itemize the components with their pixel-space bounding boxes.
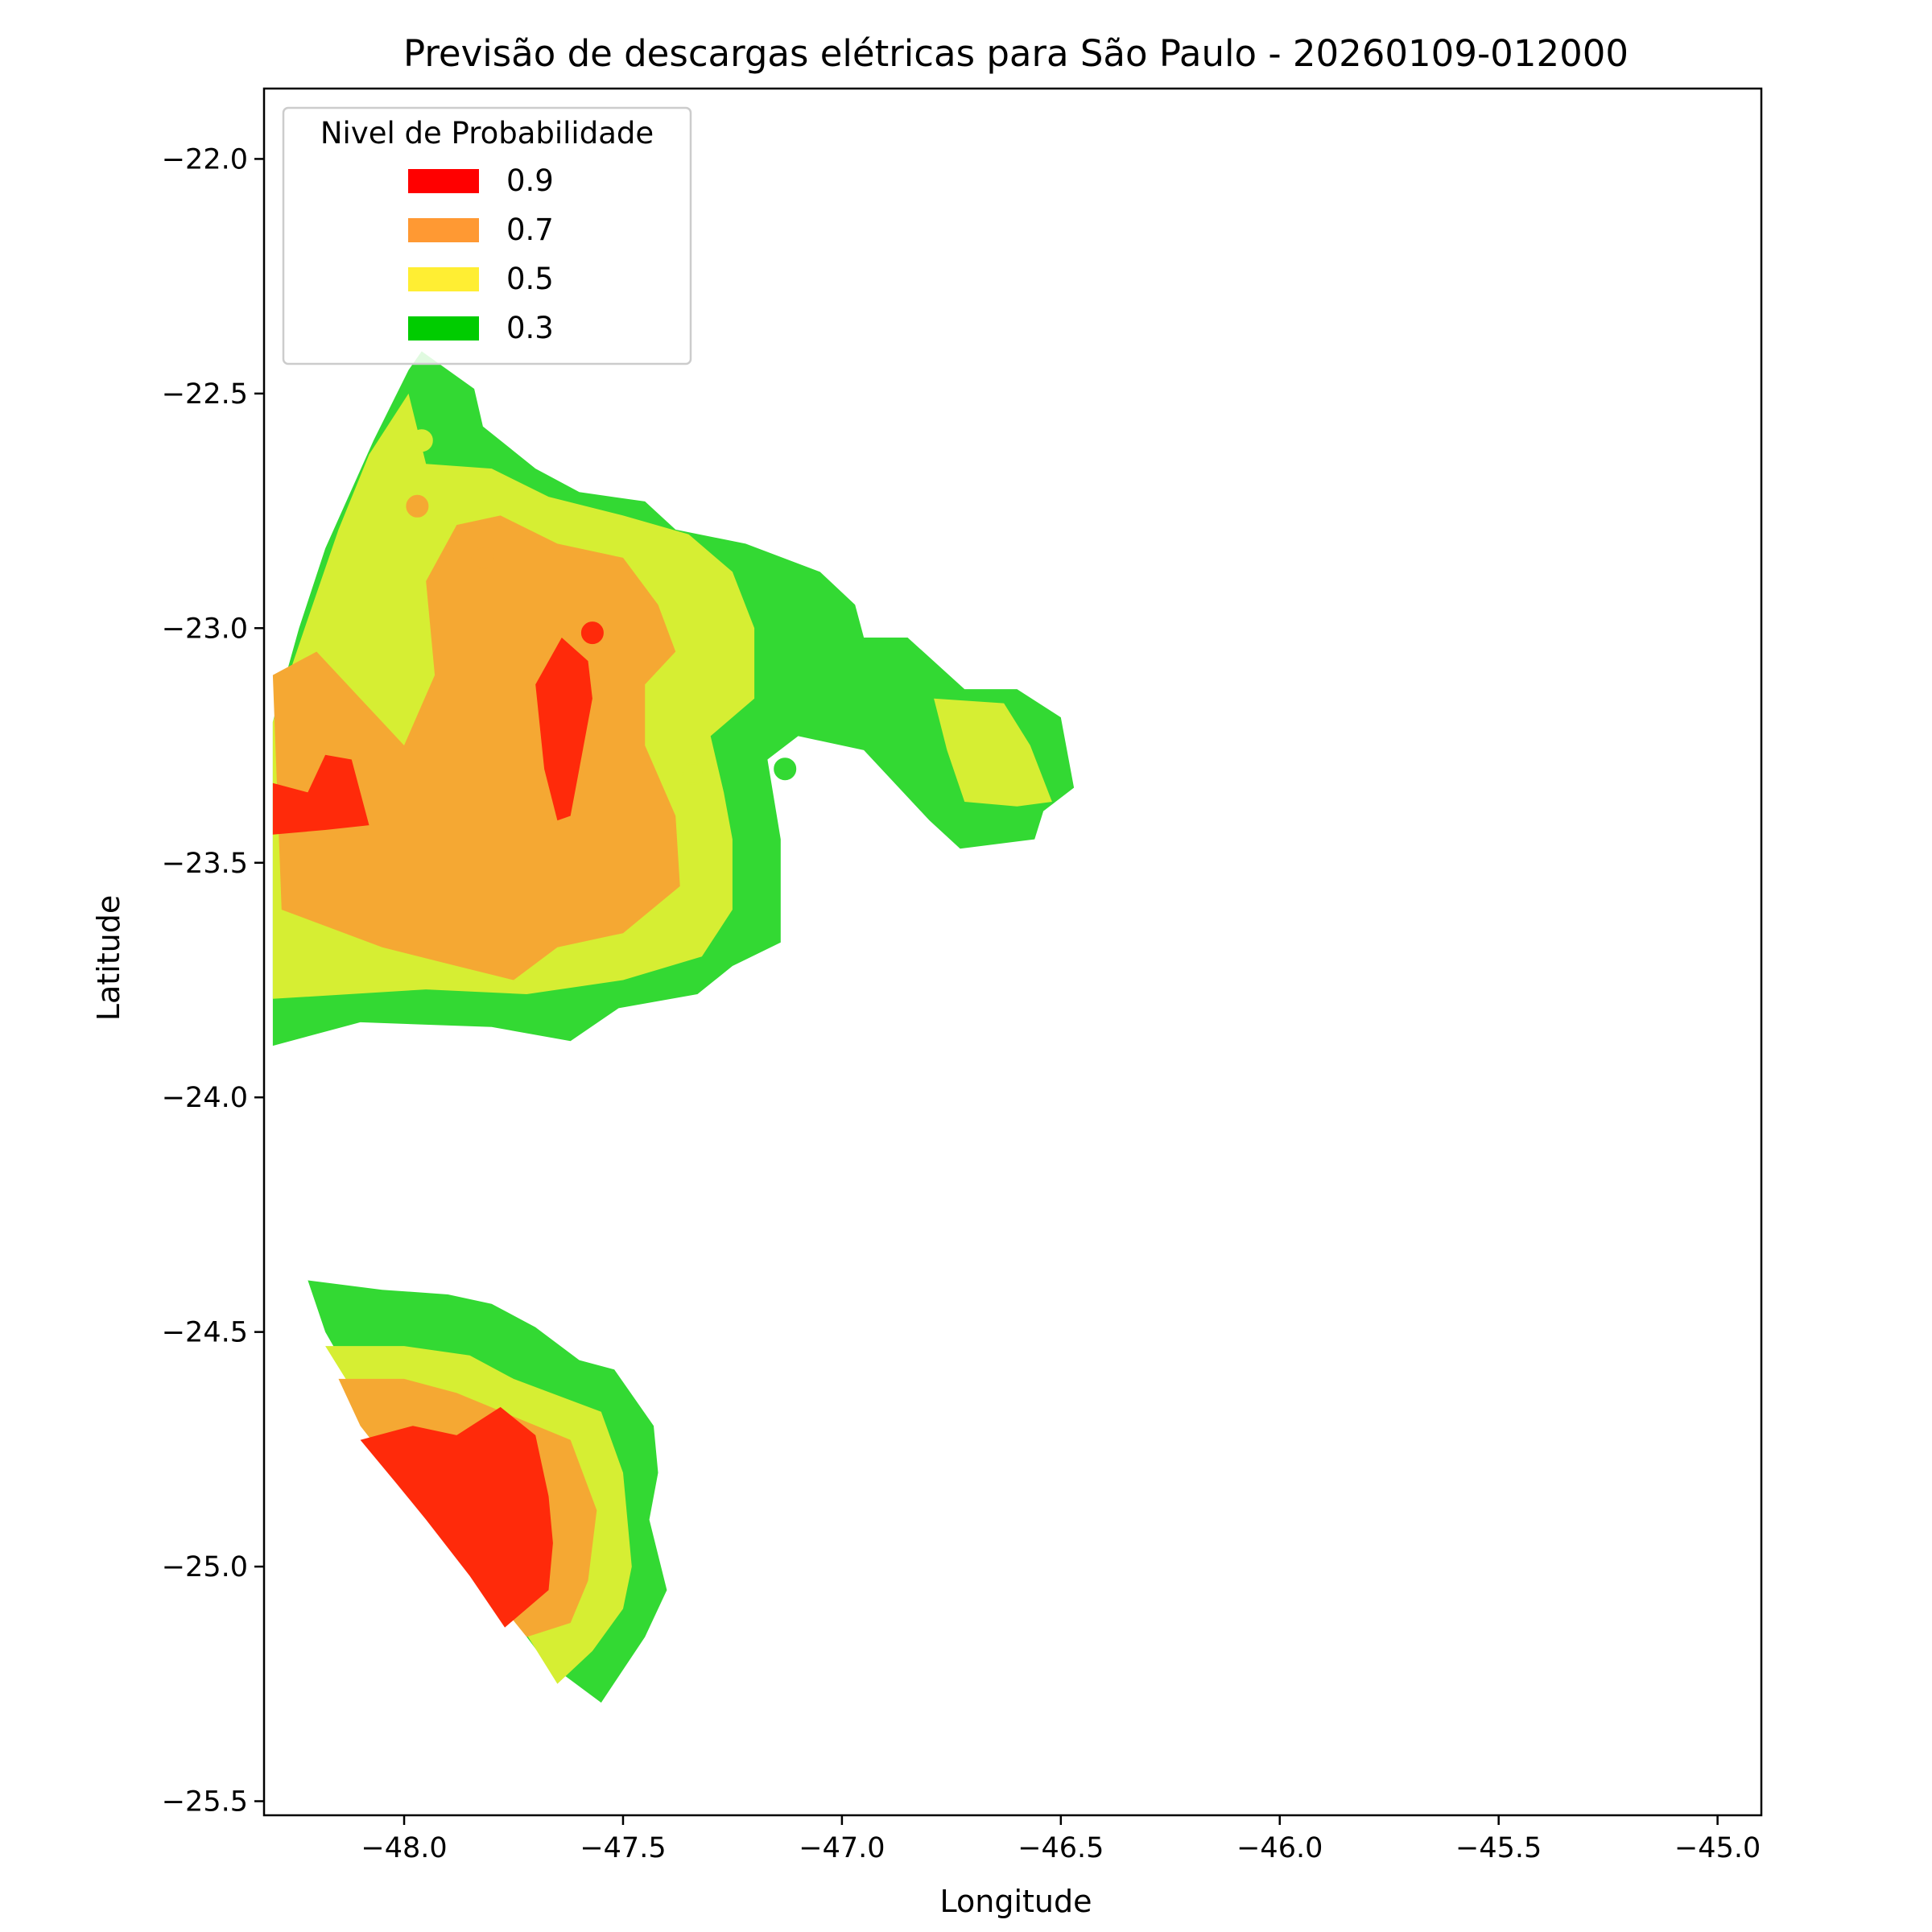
- x-tick-label: −46.5: [1018, 1832, 1104, 1864]
- contour-region-09-9: [360, 1406, 553, 1628]
- legend-title: Nivel de Probabilidade: [320, 116, 654, 151]
- x-tick-label: −45.0: [1674, 1832, 1761, 1864]
- y-tick-label: −23.0: [162, 613, 248, 645]
- legend: Nivel de Probabilidade 0.9 0.7 0.5 0.3: [282, 106, 692, 365]
- contour-region-07-3: [272, 515, 680, 980]
- data-point-4: [682, 762, 704, 785]
- contour-region-09-4: [535, 638, 592, 821]
- contour-regions: [272, 351, 1075, 1703]
- x-axis-label: Longitude: [940, 1884, 1092, 1919]
- data-point-2: [471, 546, 494, 569]
- legend-swatch-03: [408, 316, 479, 341]
- data-points: [406, 429, 797, 785]
- y-axis-label: Latitude: [91, 895, 126, 1021]
- legend-swatch-05: [408, 267, 479, 291]
- y-tick-label: −24.0: [162, 1082, 248, 1114]
- chart-title: Previsão de descargas elétricas para São…: [403, 32, 1629, 75]
- y-axis-ticks: −22.0 −22.5 −23.0 −23.5 −24.0 −24.5 −25.0 −25.5: [162, 143, 264, 1818]
- legend-label-03: 0.3: [506, 311, 554, 345]
- y-tick-label: −22.0: [162, 143, 248, 175]
- plot-frame: [262, 87, 1763, 1817]
- x-tick-label: −46.0: [1236, 1832, 1323, 1864]
- y-tick-label: −24.5: [162, 1317, 248, 1349]
- legend-entries: 0.9 0.7 0.5 0.3: [408, 163, 554, 345]
- legend-label-05: 0.5: [506, 262, 554, 296]
- x-tick-label: −47.0: [799, 1832, 885, 1864]
- x-tick-label: −45.5: [1455, 1832, 1542, 1864]
- x-axis-ticks: −48.0 −47.5 −47.0 −46.5 −46.0 −45.5 −45.0: [361, 1815, 1761, 1864]
- legend-box: [282, 106, 692, 365]
- x-tick-label: −48.0: [361, 1832, 447, 1864]
- contour-region-09-5: [272, 754, 369, 835]
- y-tick-label: −22.5: [162, 378, 248, 411]
- data-point-0: [410, 429, 433, 452]
- y-tick-label: −23.5: [162, 848, 248, 880]
- data-point-3: [580, 621, 604, 645]
- legend-swatch-09: [408, 169, 479, 193]
- legend-label-07: 0.7: [506, 213, 554, 247]
- contour-region-05-2: [934, 698, 1052, 807]
- data-point-1: [406, 494, 429, 518]
- legend-swatch-07: [408, 218, 479, 242]
- legend-label-09: 0.9: [506, 163, 554, 198]
- y-tick-label: −25.0: [162, 1551, 248, 1583]
- data-point-5: [774, 758, 797, 781]
- y-tick-label: −25.5: [162, 1786, 248, 1818]
- plot-area: [272, 351, 1075, 1703]
- x-tick-label: −47.5: [580, 1832, 666, 1864]
